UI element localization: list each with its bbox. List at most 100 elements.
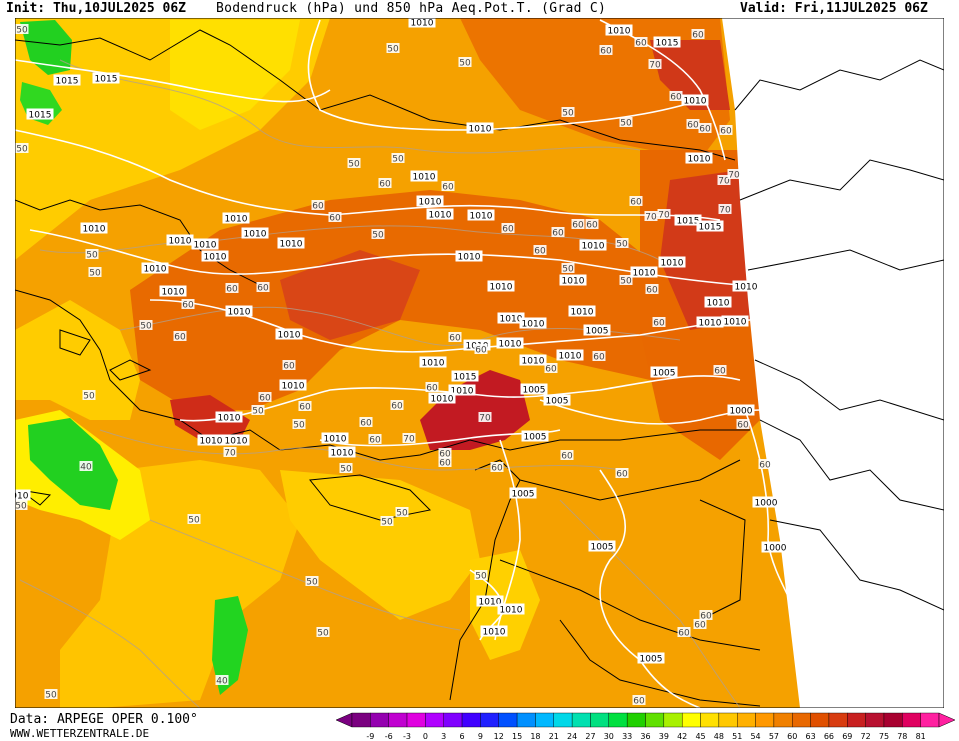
temp-label-36: 50	[619, 275, 633, 287]
svg-text:60: 60	[670, 93, 682, 103]
legend-tick-19: 48	[714, 732, 724, 741]
temp-label-16: 60	[378, 178, 392, 190]
temp-label-49: 50	[82, 390, 96, 402]
isobar-label-17: 1010	[191, 238, 219, 251]
temp-label-7: 60	[669, 91, 683, 103]
temp-label-81: 40	[215, 675, 229, 687]
svg-text:1015: 1015	[29, 111, 52, 121]
isobar-label-36: 1010	[696, 316, 724, 329]
svg-text:50: 50	[475, 572, 487, 582]
temp-label-22: 60	[328, 212, 342, 224]
isobar-label-41: 1010	[496, 337, 524, 350]
svg-text:1010: 1010	[479, 598, 502, 608]
legend-cell-15	[626, 712, 646, 728]
svg-text:50: 50	[396, 509, 408, 519]
legend-tick-10: 21	[549, 732, 559, 741]
svg-text:50: 50	[16, 26, 28, 36]
isobar-label-29: 1010	[159, 285, 187, 298]
svg-text:60: 60	[534, 247, 546, 257]
svg-text:60: 60	[720, 127, 732, 137]
svg-text:70: 70	[728, 171, 740, 181]
legend-cell-28	[865, 712, 885, 728]
isobar-label-3: 1015	[53, 74, 81, 87]
temp-label-39: 60	[256, 282, 270, 294]
svg-text:1005: 1005	[524, 433, 547, 443]
svg-text:70: 70	[658, 211, 670, 221]
legend-cell-24	[792, 712, 811, 728]
isobar-label-2: 1015	[653, 36, 681, 49]
isobar-label-8: 1010	[685, 152, 713, 165]
isobar-label-31: 1010	[704, 296, 732, 309]
svg-text:1010: 1010	[562, 277, 585, 287]
temp-label-50: 60	[713, 365, 727, 377]
svg-text:50: 50	[293, 421, 305, 431]
svg-text:60: 60	[692, 31, 704, 41]
isobar-label-21: 1010	[579, 239, 607, 252]
legend-cell-21	[737, 712, 756, 728]
isobar-label-61: 1000	[752, 496, 780, 509]
temp-label-46: 60	[592, 351, 606, 363]
temp-label-38: 60	[225, 283, 239, 295]
isobar-label-44: 1010	[519, 354, 547, 367]
svg-text:50: 50	[620, 119, 632, 129]
green-patch-south	[212, 596, 248, 695]
temp-label-80: 50	[316, 627, 330, 639]
temp-label-32: 60	[533, 245, 547, 257]
svg-text:50: 50	[16, 145, 28, 155]
svg-text:1000: 1000	[730, 407, 753, 417]
temp-label-11: 60	[698, 123, 712, 135]
temp-label-43: 60	[652, 317, 666, 329]
svg-text:60: 60	[475, 346, 487, 356]
svg-text:1010: 1010	[429, 211, 452, 221]
temp-label-65: 60	[438, 457, 452, 469]
svg-text:1010: 1010	[582, 242, 605, 252]
isobar-label-38: 1005	[583, 324, 611, 337]
svg-text:50: 50	[15, 502, 27, 512]
svg-text:60: 60	[699, 125, 711, 135]
svg-text:1010: 1010	[522, 320, 545, 330]
temp-label-30: 60	[551, 227, 565, 239]
temp-label-35: 50	[561, 263, 575, 275]
isobar-label-5: 1015	[26, 108, 54, 121]
isobar-label-45: 1005	[650, 366, 678, 379]
svg-text:1010: 1010	[688, 155, 711, 165]
legend-cell-2	[388, 712, 408, 728]
legend-cell-12	[571, 712, 591, 728]
legend-tick-28: 75	[879, 732, 889, 741]
svg-text:1010: 1010	[559, 352, 582, 362]
legend-tick-26: 69	[842, 732, 852, 741]
isobar-labels: 1010 1010 1015 1015 1015 1015 1010 1010 1010 1010…	[15, 18, 789, 665]
svg-text:60: 60	[561, 452, 573, 462]
svg-text:1010: 1010	[228, 308, 251, 318]
isobar-label-46: 1015	[451, 370, 479, 383]
legend-tick-18: 45	[695, 732, 705, 741]
svg-text:50: 50	[86, 251, 98, 261]
temp-label-2: 50	[458, 57, 472, 69]
isobar-label-32: 1010	[568, 305, 596, 318]
svg-text:60: 60	[442, 183, 454, 193]
legend-cell-9	[516, 712, 536, 728]
svg-text:60: 60	[545, 365, 557, 375]
temp-label-5: 60	[634, 37, 648, 49]
isobar-label-50: 1010	[428, 392, 456, 405]
legend-tick-11: 24	[567, 732, 577, 741]
svg-text:60: 60	[369, 436, 381, 446]
svg-text:1010: 1010	[413, 173, 436, 183]
temp-label-54: 60	[298, 401, 312, 413]
temp-label-15: 50	[347, 158, 361, 170]
legend-arrow-right	[938, 712, 956, 728]
svg-text:50: 50	[188, 516, 200, 526]
svg-text:70: 70	[649, 61, 661, 71]
hot-core-main	[420, 370, 530, 450]
svg-text:1010: 1010	[411, 19, 434, 29]
legend-cell-27	[847, 712, 866, 728]
legend-tick-20: 51	[732, 732, 742, 741]
svg-text:1010: 1010	[278, 331, 301, 341]
isobar-label-6: 1010	[466, 122, 494, 135]
temp-label-71: 50	[15, 500, 28, 512]
svg-text:1010: 1010	[735, 283, 758, 293]
svg-text:1005: 1005	[591, 543, 614, 553]
svg-text:1015: 1015	[56, 77, 79, 87]
temp-label-76: 50	[474, 570, 488, 582]
svg-text:60: 60	[759, 461, 771, 471]
